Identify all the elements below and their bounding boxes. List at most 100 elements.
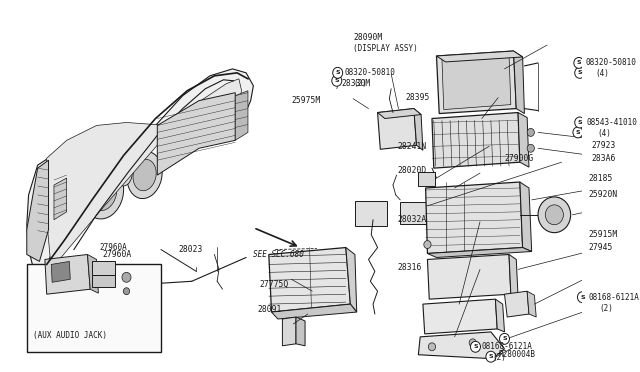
Polygon shape xyxy=(428,247,532,257)
Bar xyxy=(92,262,115,275)
Text: 283A6: 283A6 xyxy=(591,154,616,163)
Circle shape xyxy=(122,272,131,282)
Text: 27960A: 27960A xyxy=(103,250,132,259)
Text: 27900G: 27900G xyxy=(504,154,534,163)
Circle shape xyxy=(486,351,496,362)
Text: 28185: 28185 xyxy=(589,174,613,183)
Ellipse shape xyxy=(116,164,132,186)
Text: 28330M: 28330M xyxy=(341,79,371,88)
Circle shape xyxy=(470,341,481,352)
Bar xyxy=(355,201,387,226)
Text: 28090M: 28090M xyxy=(353,33,382,42)
Polygon shape xyxy=(423,299,497,334)
Circle shape xyxy=(575,117,585,128)
Polygon shape xyxy=(518,113,529,167)
Text: (AUX AUDIO JACK): (AUX AUDIO JACK) xyxy=(33,331,107,340)
Polygon shape xyxy=(436,51,523,62)
Text: 27945: 27945 xyxy=(589,243,613,252)
Text: S: S xyxy=(488,354,493,359)
Polygon shape xyxy=(378,109,421,119)
Polygon shape xyxy=(495,299,504,332)
Text: (DISPLAY ASSY): (DISPLAY ASSY) xyxy=(353,44,418,52)
Text: 25920N: 25920N xyxy=(589,190,618,199)
Polygon shape xyxy=(282,317,296,346)
Text: R280004B: R280004B xyxy=(498,350,535,359)
Polygon shape xyxy=(520,182,532,251)
Circle shape xyxy=(333,67,342,78)
Text: 28091: 28091 xyxy=(257,305,282,314)
Bar xyxy=(419,172,435,186)
Text: 28395: 28395 xyxy=(406,93,430,102)
Polygon shape xyxy=(45,254,90,294)
Polygon shape xyxy=(296,317,305,346)
Text: (2): (2) xyxy=(600,304,614,312)
Text: 25915M: 25915M xyxy=(589,230,618,239)
Polygon shape xyxy=(509,254,518,297)
Text: 08320-50810: 08320-50810 xyxy=(585,58,636,67)
Text: (2): (2) xyxy=(353,79,367,88)
Text: 28020D: 28020D xyxy=(397,166,427,174)
Circle shape xyxy=(424,241,431,248)
Polygon shape xyxy=(54,178,67,220)
Bar xyxy=(92,275,115,287)
Text: S: S xyxy=(577,120,582,125)
Text: 08543-41010: 08543-41010 xyxy=(586,118,637,127)
Polygon shape xyxy=(51,262,70,282)
Polygon shape xyxy=(426,182,523,253)
Bar xyxy=(400,202,428,224)
Polygon shape xyxy=(414,109,423,150)
Text: S: S xyxy=(577,60,581,65)
Text: (4): (4) xyxy=(597,129,611,138)
Text: S: S xyxy=(473,344,478,349)
Text: S: S xyxy=(577,70,582,76)
Text: 27775Q: 27775Q xyxy=(260,280,289,289)
Bar xyxy=(27,264,161,352)
Ellipse shape xyxy=(82,165,124,219)
Circle shape xyxy=(469,339,476,347)
Text: SEE SEC.680: SEE SEC.680 xyxy=(253,250,304,259)
Polygon shape xyxy=(271,304,356,319)
Circle shape xyxy=(124,288,130,295)
Text: 28241N: 28241N xyxy=(397,142,427,151)
Circle shape xyxy=(499,333,509,344)
Circle shape xyxy=(574,57,584,68)
Text: 25975M: 25975M xyxy=(291,96,321,105)
Text: (4): (4) xyxy=(595,69,609,78)
Circle shape xyxy=(573,127,583,138)
Text: S: S xyxy=(335,70,340,76)
Polygon shape xyxy=(45,79,242,269)
Text: 27960A: 27960A xyxy=(99,243,127,252)
Circle shape xyxy=(527,128,534,137)
Polygon shape xyxy=(346,247,356,312)
Polygon shape xyxy=(527,291,536,317)
Text: 28023: 28023 xyxy=(178,245,202,254)
Text: 08168-6121A: 08168-6121A xyxy=(482,342,532,351)
Polygon shape xyxy=(436,51,516,113)
Polygon shape xyxy=(88,254,99,293)
Circle shape xyxy=(575,67,585,78)
Text: 28316: 28316 xyxy=(397,263,422,272)
Ellipse shape xyxy=(89,173,116,211)
Ellipse shape xyxy=(127,151,162,199)
Text: S: S xyxy=(502,336,507,341)
Text: S: S xyxy=(580,295,585,300)
Polygon shape xyxy=(442,54,511,110)
Circle shape xyxy=(545,205,563,225)
Circle shape xyxy=(538,197,571,232)
Polygon shape xyxy=(504,291,529,317)
Ellipse shape xyxy=(133,160,156,191)
Text: 27923: 27923 xyxy=(591,141,616,150)
Circle shape xyxy=(332,76,342,86)
Text: 08168-6121A: 08168-6121A xyxy=(589,293,639,302)
Polygon shape xyxy=(419,332,504,359)
Polygon shape xyxy=(27,160,49,262)
Polygon shape xyxy=(157,93,236,175)
Polygon shape xyxy=(236,91,248,140)
Polygon shape xyxy=(428,254,511,299)
Text: S: S xyxy=(335,78,339,83)
Text: 08320-50810: 08320-50810 xyxy=(345,68,396,77)
Polygon shape xyxy=(269,247,350,312)
Circle shape xyxy=(428,343,436,351)
Polygon shape xyxy=(27,69,253,274)
Polygon shape xyxy=(513,51,524,113)
